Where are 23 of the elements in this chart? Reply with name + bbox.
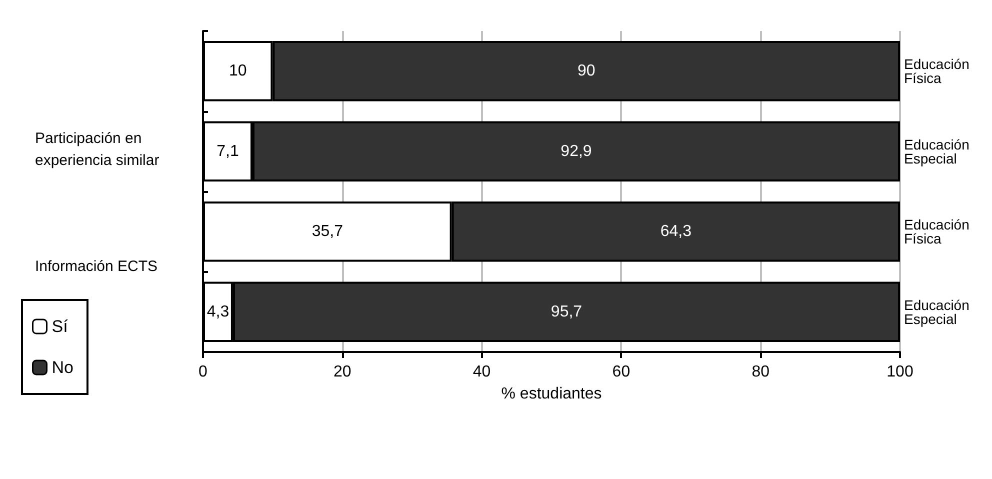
x-tick-label: 60 bbox=[612, 364, 630, 380]
data-label: 95,7 bbox=[550, 303, 582, 320]
legend-label: Sí bbox=[52, 317, 68, 336]
x-tick-label: 20 bbox=[334, 364, 352, 380]
data-label: 64,3 bbox=[660, 223, 692, 240]
x-axis-title: % estudiantes bbox=[501, 386, 602, 402]
text: Participación en experiencia similar bbox=[35, 130, 160, 169]
text: Información ECTS bbox=[35, 258, 158, 276]
data-label: 90 bbox=[577, 62, 596, 80]
y-tick-label: Educación Física bbox=[904, 216, 974, 247]
x-tick-label: 40 bbox=[472, 364, 491, 380]
x-tick-label: 100 bbox=[886, 364, 914, 380]
data-label: 7,1 bbox=[216, 142, 239, 160]
x-tick-label: 80 bbox=[752, 364, 770, 380]
y-tick-label: Educación Física bbox=[904, 56, 974, 86]
data-label: 92,9 bbox=[560, 142, 592, 160]
y-tick-label: Educación Especial bbox=[904, 136, 974, 166]
data-label: 4,3 bbox=[206, 303, 230, 320]
y-tick-label: Educación Especial bbox=[904, 296, 974, 327]
x-tick-label: 0 bbox=[198, 364, 208, 380]
legend-label: No bbox=[52, 358, 74, 377]
data-label: 35,7 bbox=[312, 223, 344, 240]
data-label: 10 bbox=[228, 62, 247, 80]
